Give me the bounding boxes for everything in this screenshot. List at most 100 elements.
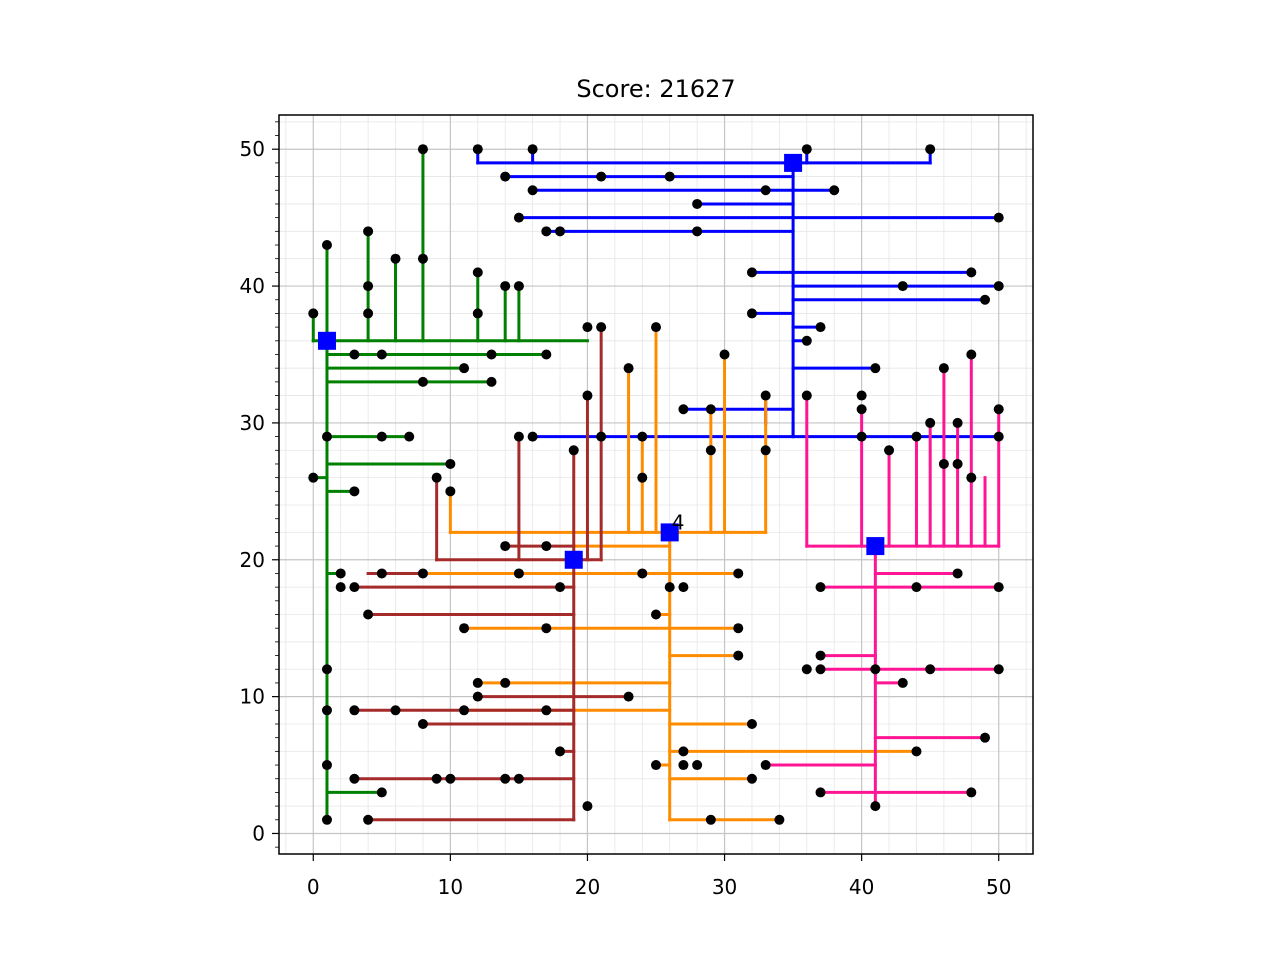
data-point [321,240,332,251]
hub-markers [317,153,885,569]
data-point [486,349,497,360]
data-point [596,171,607,182]
data-point [541,349,552,360]
data-point [705,404,716,415]
data-point [321,760,332,771]
data-point [678,760,689,771]
data-point [349,349,360,360]
data-point [746,308,757,319]
hub-marker [660,523,679,542]
data-point [938,458,949,469]
data-point [596,322,607,333]
data-point [527,431,538,442]
data-point [445,773,456,784]
series-4 [764,352,1001,808]
data-point [513,212,524,223]
data-point [417,144,428,155]
data-point [925,417,936,428]
data-point [733,568,744,579]
data-point [637,472,648,483]
data-point [815,322,826,333]
data-point [678,582,689,593]
data-point [623,691,634,702]
data-point [363,281,374,292]
data-point [856,431,867,442]
hub-marker [564,550,583,569]
data-point [568,445,579,456]
data-point [801,335,812,346]
data-point [582,322,593,333]
data-point [911,431,922,442]
annotations: 4 [672,510,685,534]
data-point [870,801,881,812]
data-point [801,390,812,401]
data-point [993,281,1004,292]
data-point [541,541,552,552]
data-point [623,363,634,374]
data-point [390,253,401,264]
data-point [897,677,908,688]
data-point [884,445,895,456]
data-point [746,267,757,278]
x-tick-label: 10 [438,875,463,899]
data-point [363,308,374,319]
data-point [417,568,428,579]
data-point [952,417,963,428]
data-point [692,198,703,209]
data-point [664,171,675,182]
data-point [527,144,538,155]
data-point [829,185,840,196]
data-point [801,144,812,155]
data-point [513,281,524,292]
series-1 [476,147,1001,439]
data-point [925,664,936,675]
data-point [664,582,675,593]
annotation-label: 4 [672,510,685,534]
data-point [555,226,566,237]
hub-marker [317,331,336,350]
data-point [993,212,1004,223]
data-point [993,664,1004,675]
data-point [774,814,785,825]
data-point [705,814,716,825]
hub-marker [784,153,803,172]
data-point [815,664,826,675]
data-point [966,349,977,360]
data-point [760,185,771,196]
x-tick-label: 40 [849,875,874,899]
data-point [500,281,511,292]
data-point [376,787,387,798]
data-point [459,363,470,374]
data-point [993,431,1004,442]
data-point [692,760,703,771]
data-point [459,623,470,634]
data-point [321,814,332,825]
data-point [404,431,415,442]
plot-frame [278,114,1034,855]
data-point [966,472,977,483]
data-point [760,445,771,456]
data-points [308,144,1004,825]
data-point [486,376,497,387]
data-point [363,226,374,237]
data-point [541,705,552,716]
data-point [555,746,566,757]
data-point [500,541,511,552]
data-point [513,431,524,442]
data-point [815,650,826,661]
data-point [678,746,689,757]
data-point [692,226,703,237]
data-point [582,390,593,401]
data-point [705,445,716,456]
data-point [897,281,908,292]
data-point [500,773,511,784]
data-point [678,404,689,415]
data-point [376,431,387,442]
data-point [472,144,483,155]
data-point [637,431,648,442]
data-point [952,458,963,469]
data-point [335,582,346,593]
data-point [980,294,991,305]
data-point [993,404,1004,415]
data-point [856,404,867,415]
